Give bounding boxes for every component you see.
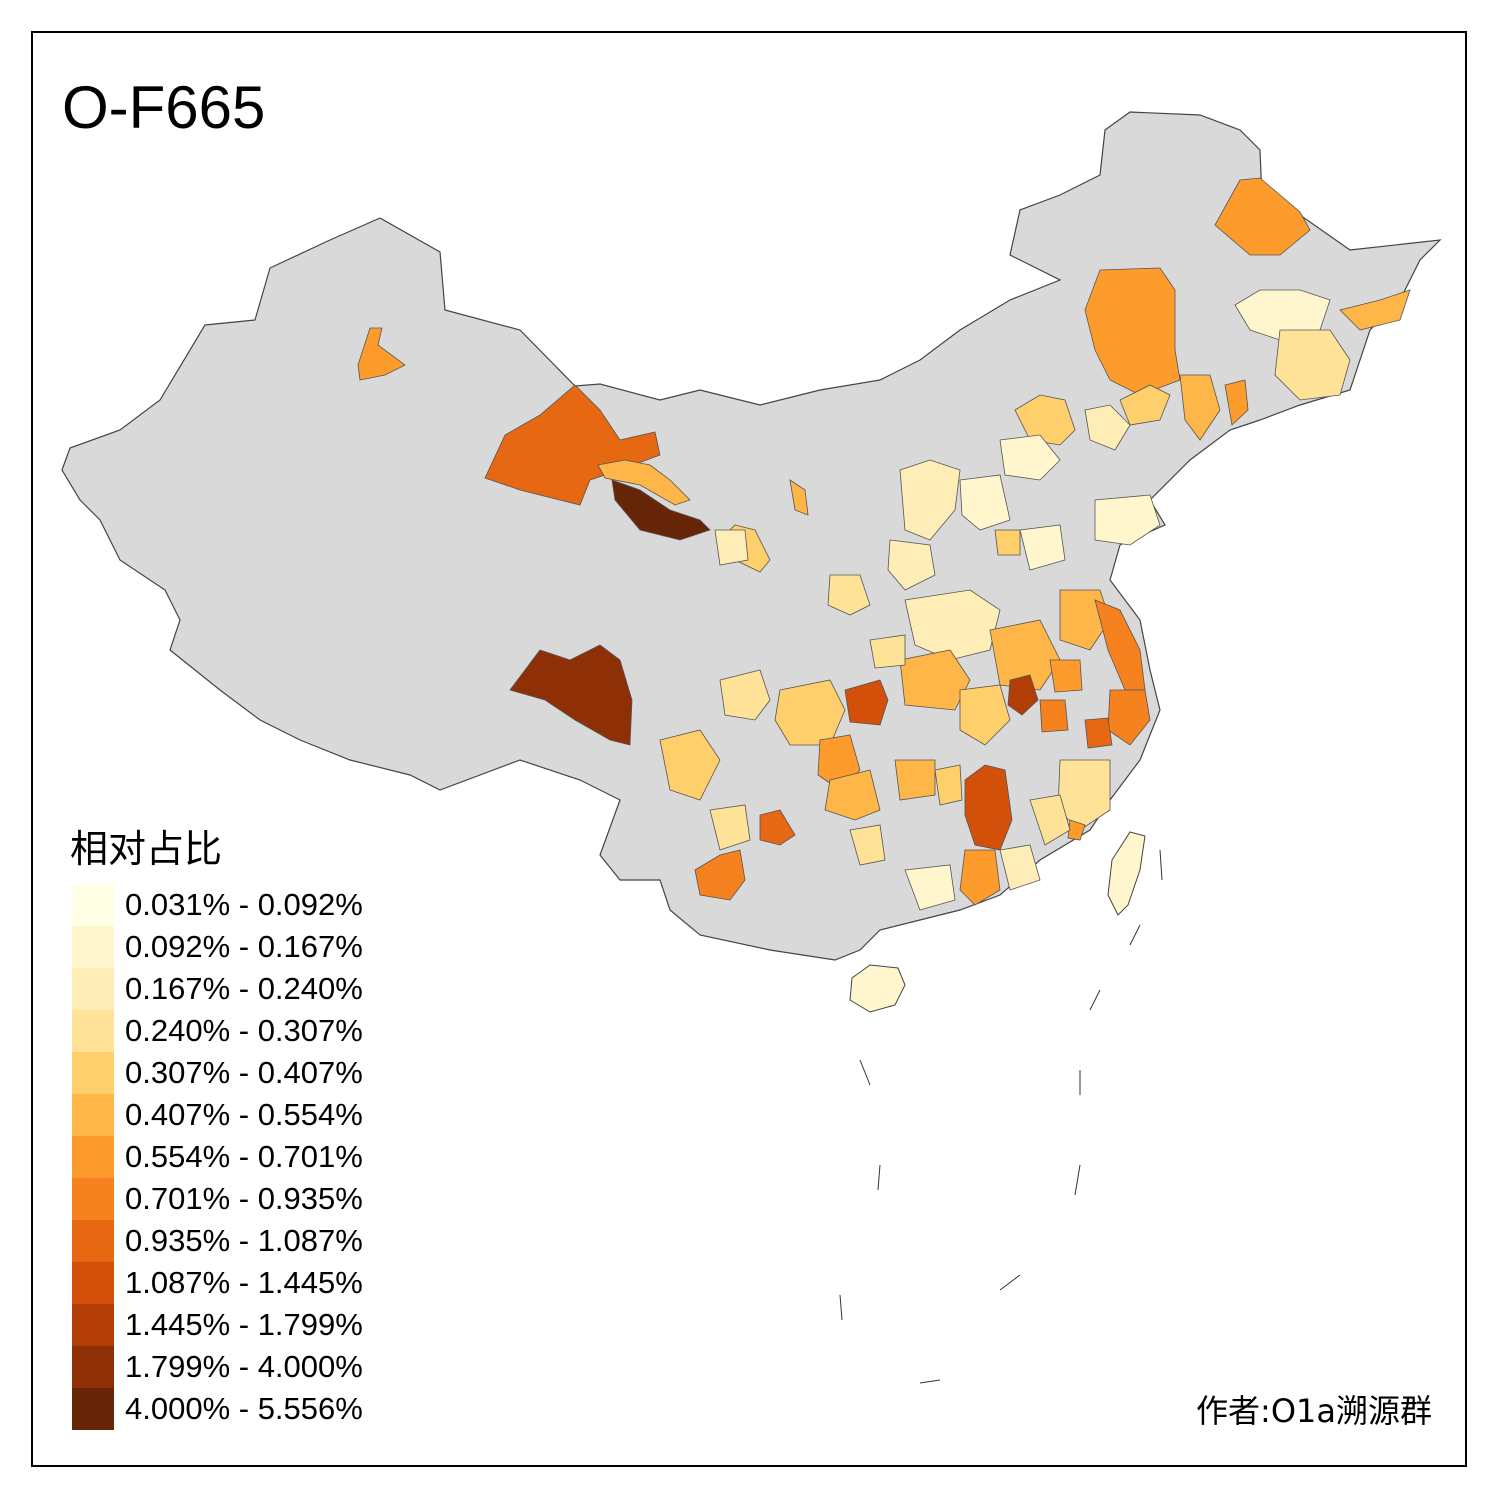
legend-swatch bbox=[72, 1052, 114, 1094]
region-liaoning-south bbox=[1224, 379, 1249, 426]
legend-swatch bbox=[72, 1136, 114, 1178]
region-jilin-east bbox=[1274, 329, 1351, 401]
legend-swatch bbox=[72, 1388, 114, 1430]
author-credit: 作者:O1a溯源群 bbox=[1196, 1392, 1432, 1430]
legend-swatch bbox=[72, 1220, 114, 1262]
legend-swatch bbox=[72, 968, 114, 1010]
legend-label: 0.554% - 0.701% bbox=[125, 1139, 363, 1174]
legend-label: 1.799% - 4.000% bbox=[125, 1349, 363, 1384]
region-shandong-west bbox=[1019, 524, 1066, 571]
region-jiangxi-north bbox=[934, 764, 963, 806]
region-xinjiang-small bbox=[357, 327, 406, 381]
region-sichuan-3 bbox=[659, 729, 721, 801]
region-shaanxi-south bbox=[827, 574, 871, 616]
map-regions bbox=[357, 177, 1411, 911]
region-guangxi-1 bbox=[849, 824, 886, 866]
region-sichuan-1 bbox=[719, 669, 771, 721]
region-heilongjiang-central bbox=[1234, 289, 1331, 341]
region-hunan-1 bbox=[824, 769, 881, 821]
map-title: O-F665 bbox=[62, 74, 266, 141]
legend-label: 1.087% - 1.445% bbox=[125, 1265, 363, 1300]
region-hami-region bbox=[484, 384, 661, 506]
legend-label: 0.307% - 0.407% bbox=[125, 1055, 363, 1090]
legend-label: 0.407% - 0.554% bbox=[125, 1097, 363, 1132]
region-fujian-coast bbox=[1067, 819, 1086, 841]
region-zhejiang-1 bbox=[1084, 717, 1113, 749]
region-shandong bbox=[1094, 494, 1161, 546]
legend-labels: 0.031% - 0.092% 0.092% - 0.167% 0.167% -… bbox=[125, 884, 363, 1430]
legend-label: 0.092% - 0.167% bbox=[125, 929, 363, 964]
region-ningxia bbox=[789, 479, 809, 516]
region-guizhou-2 bbox=[709, 804, 751, 851]
region-sichuan-2 bbox=[774, 679, 846, 746]
region-hubei-east bbox=[959, 684, 1011, 746]
legend-swatch bbox=[72, 884, 114, 926]
region-liaoning-mid bbox=[1119, 384, 1171, 426]
region-hebei-central bbox=[959, 474, 1011, 531]
region-guangdong-2 bbox=[999, 844, 1041, 891]
region-liaoning-east bbox=[1179, 374, 1221, 441]
legend-label: 1.445% - 1.799% bbox=[125, 1307, 363, 1342]
region-inner-mongolia-east bbox=[1084, 267, 1181, 396]
region-jiangxi-dark bbox=[964, 764, 1013, 851]
region-henan-1 bbox=[904, 589, 1001, 661]
region-hexi-corridor-1 bbox=[611, 479, 711, 541]
legend-swatch bbox=[72, 1178, 114, 1220]
region-shaanxi-north bbox=[887, 539, 936, 591]
region-guangdong-3 bbox=[904, 864, 956, 911]
legend-title: 相对占比 bbox=[70, 827, 223, 871]
legend-label: 0.701% - 0.935% bbox=[125, 1181, 363, 1216]
region-anhui-dark bbox=[1007, 674, 1039, 716]
region-hunan-south bbox=[894, 759, 936, 801]
legend-swatch bbox=[72, 926, 114, 968]
region-henan-north bbox=[994, 529, 1021, 556]
taiwan-island bbox=[1107, 831, 1146, 916]
south-sea-islands bbox=[839, 849, 1163, 1384]
region-yunnan-1 bbox=[694, 849, 746, 901]
region-heilongjiang-east bbox=[1339, 289, 1411, 331]
region-anhui-central bbox=[989, 619, 1061, 691]
region-guangdong-1 bbox=[959, 849, 1001, 906]
legend-swatch bbox=[72, 1010, 114, 1052]
legend-swatch bbox=[72, 1346, 114, 1388]
region-gansu-west bbox=[714, 529, 749, 566]
region-hebei-north bbox=[1084, 404, 1131, 451]
region-hexi-corridor-2 bbox=[597, 459, 691, 506]
legend-label: 4.000% - 5.556% bbox=[125, 1391, 363, 1426]
legend-swatch bbox=[72, 1262, 114, 1304]
region-tibet-east bbox=[509, 644, 633, 746]
legend-swatch bbox=[72, 1304, 114, 1346]
region-hubei-north-2 bbox=[869, 634, 906, 669]
region-heilongjiang-north bbox=[1214, 177, 1311, 256]
legend-label: 0.935% - 1.087% bbox=[125, 1223, 363, 1258]
region-guizhou-1 bbox=[759, 809, 796, 846]
map-frame bbox=[31, 31, 1467, 1467]
region-shanxi-band bbox=[899, 459, 961, 541]
legend-swatch bbox=[72, 1094, 114, 1136]
legend-label: 0.240% - 0.307% bbox=[125, 1013, 363, 1048]
legend-label: 0.031% - 0.092% bbox=[125, 887, 363, 922]
legend-color-bar bbox=[72, 884, 114, 1430]
region-jiangsu-1 bbox=[1049, 659, 1083, 693]
region-hubei-west bbox=[844, 679, 889, 726]
region-fujian-1 bbox=[1029, 794, 1071, 846]
region-anhui-south bbox=[1039, 699, 1069, 733]
legend-label: 0.167% - 0.240% bbox=[125, 971, 363, 1006]
hainan-island bbox=[849, 964, 906, 1013]
region-beijing-area bbox=[999, 434, 1061, 481]
